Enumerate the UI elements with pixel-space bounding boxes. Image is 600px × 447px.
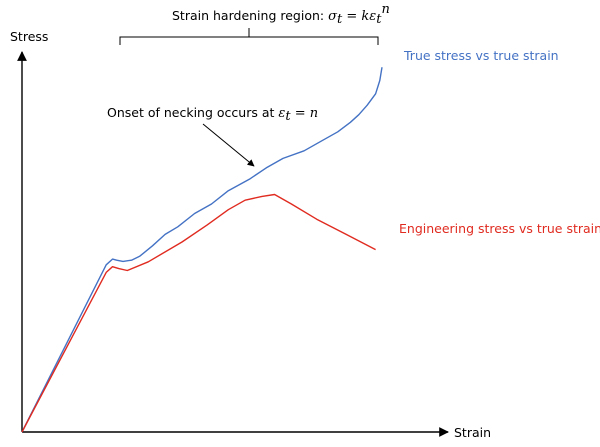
series-line-engineering-stress	[21, 193, 376, 433]
hardening-sup-n: n	[381, 2, 389, 17]
hardening-eq: =	[342, 9, 361, 24]
necking-prefix: Onset of necking occurs at	[107, 105, 278, 120]
hardening-sub-t2: t	[376, 12, 382, 27]
series-label-engineering-stress: Engineering stress vs true strain	[399, 221, 600, 236]
necking-sub-t: t	[285, 109, 291, 124]
hardening-prefix: Strain hardening region:	[172, 8, 328, 23]
series-label-true-stress: True stress vs true strain	[403, 48, 559, 63]
hardening-bracket	[119, 36, 379, 45]
necking-annotation: Onset of necking occurs at εt = n	[107, 105, 318, 124]
necking-n: n	[310, 106, 318, 121]
hardening-sigma: σ	[328, 9, 338, 24]
necking-arrow	[202, 123, 255, 167]
series-layer	[21, 67, 383, 433]
necking-eps: ε	[278, 106, 285, 121]
y-axis-label: Stress	[10, 29, 48, 44]
hardening-sub-t: t	[337, 12, 343, 27]
series-line-true-stress	[21, 67, 383, 433]
hardening-annotation: Strain hardening region: σt = kεtn	[172, 2, 390, 27]
x-axis-label: Strain	[454, 425, 491, 440]
hardening-k-eps: kε	[361, 9, 376, 24]
necking-eq: =	[291, 106, 310, 121]
